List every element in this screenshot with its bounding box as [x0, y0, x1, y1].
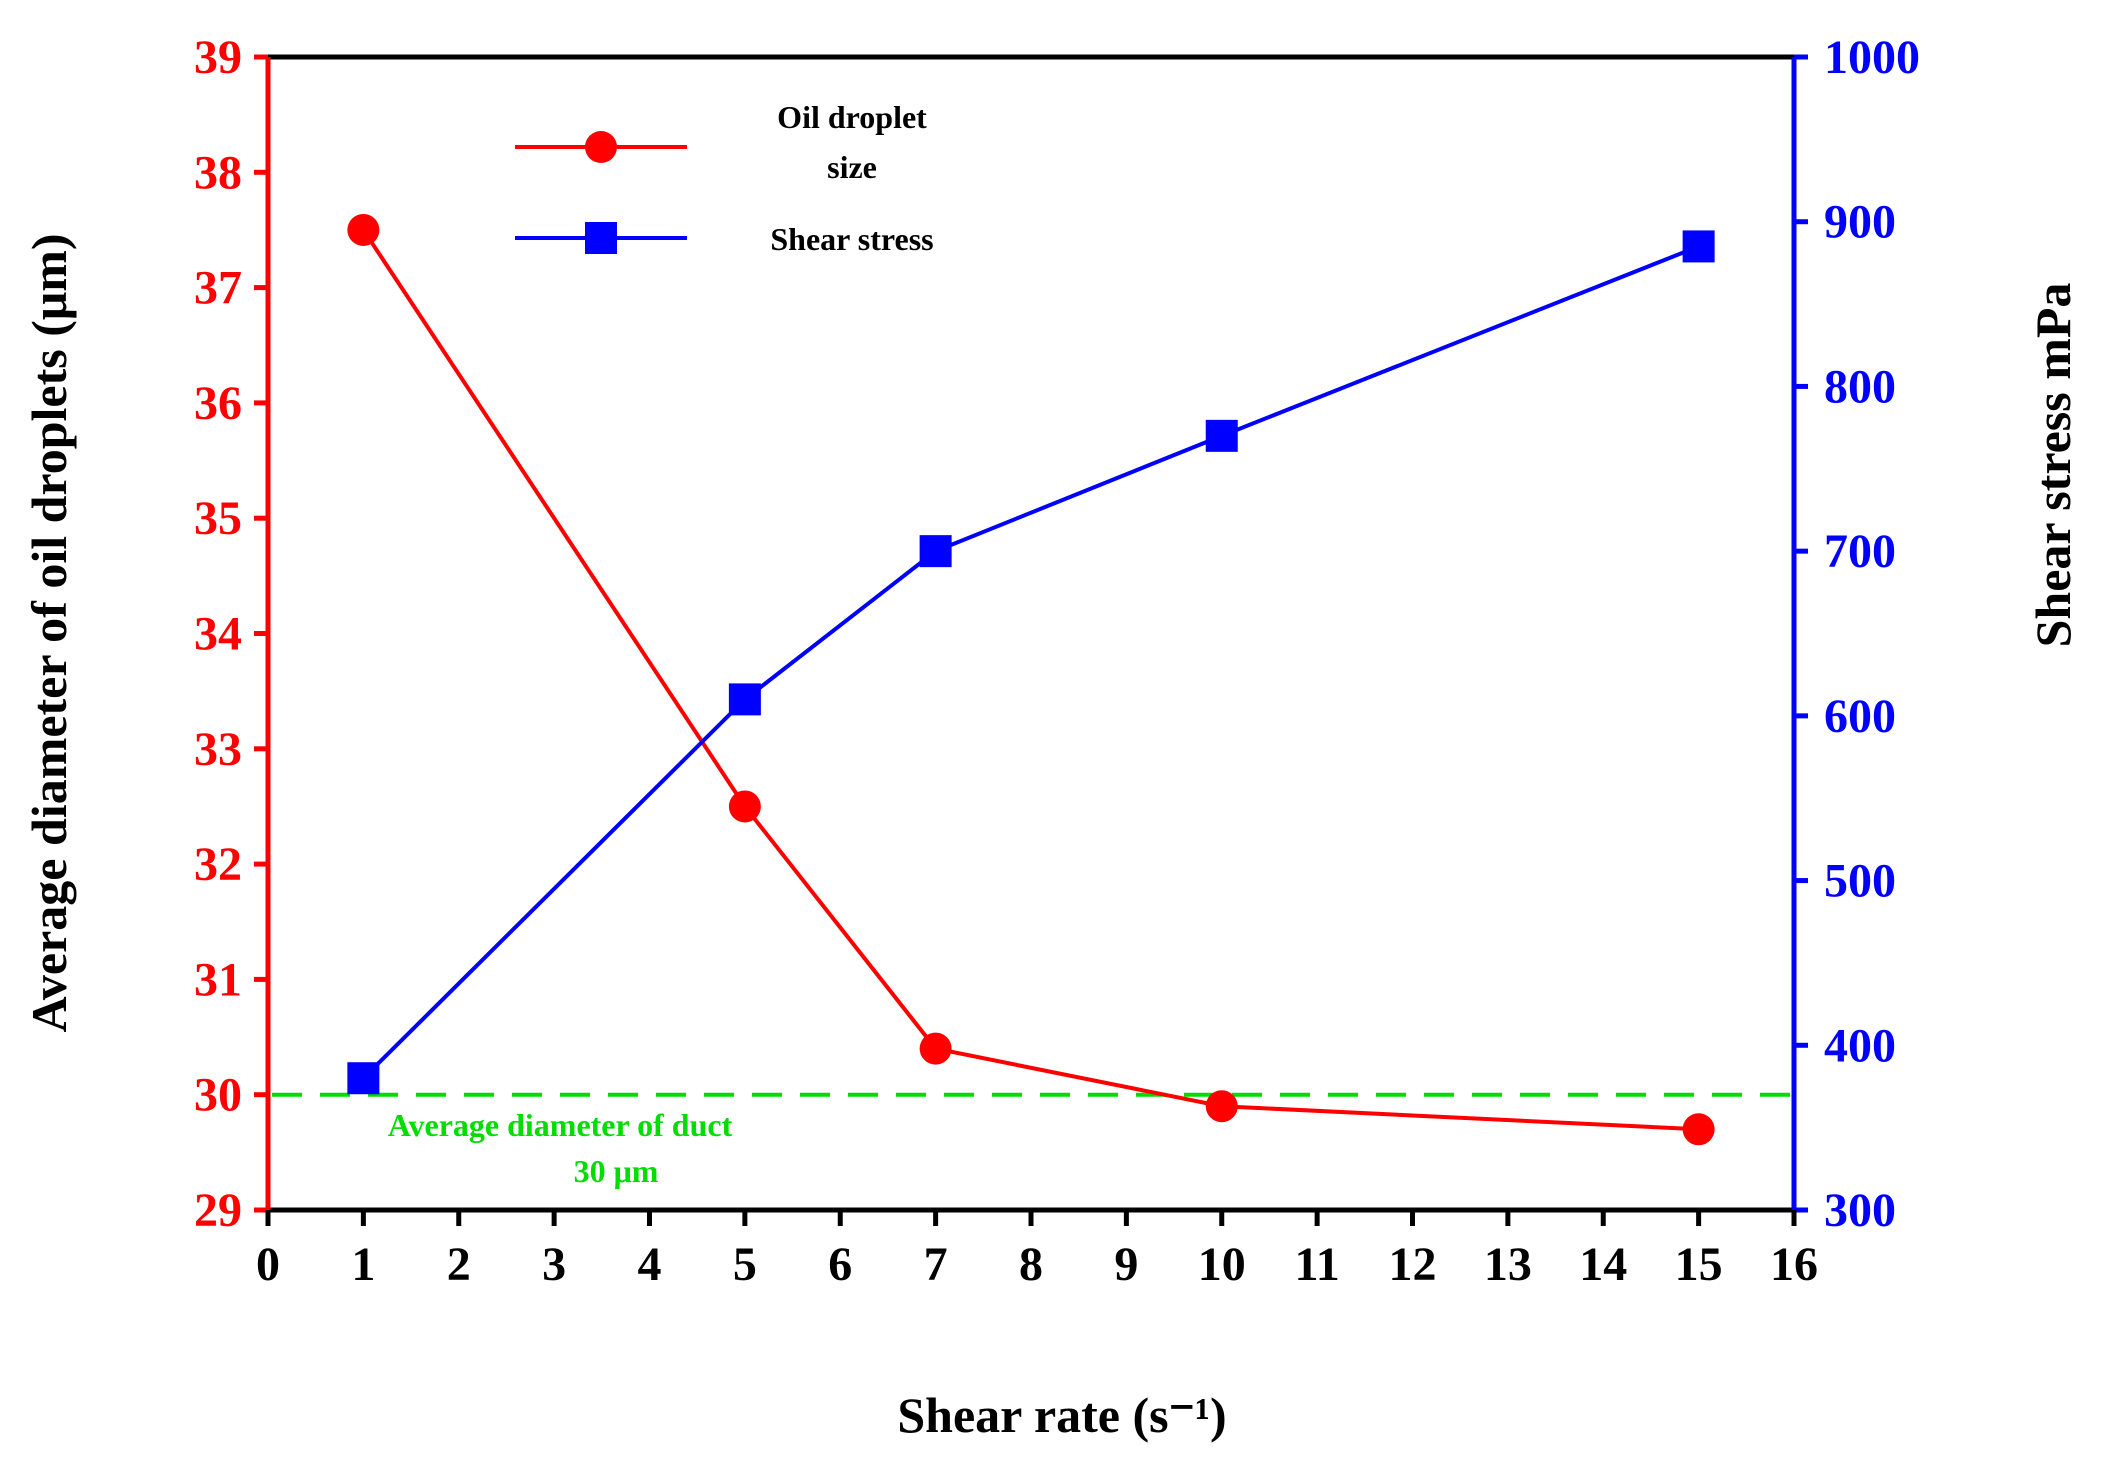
- series-oil-droplet-size-line: [361, 228, 1699, 1132]
- x-tick-label: 14: [1579, 1238, 1627, 1291]
- right-tick-label: 900: [1824, 196, 1896, 249]
- series-markers: [347, 213, 1715, 1146]
- legend-oil-droplet-marker: [585, 131, 617, 163]
- left-tick-label: 32: [194, 838, 242, 891]
- x-tick-label: 9: [1114, 1238, 1138, 1291]
- left-tick-label: 34: [194, 608, 242, 661]
- legend: Oil droplet size Shear stress: [515, 99, 934, 257]
- y-axis-left-title: Average diameter of oil droplets (μm): [21, 234, 77, 1033]
- legend-shear-stress-marker: [585, 222, 617, 254]
- right-tick-label: 700: [1824, 525, 1896, 578]
- reference-label-line2: 30 μm: [574, 1153, 659, 1189]
- right-tick-label: 300: [1824, 1184, 1896, 1237]
- x-tick-label: 12: [1389, 1238, 1437, 1291]
- x-axis-ticks: 0 1 2 3 4 5 6 7 8 9 10 11 12 13 14 15 16: [256, 1210, 1818, 1291]
- left-tick-label: 33: [194, 723, 242, 776]
- x-tick-label: 0: [256, 1238, 280, 1291]
- oil-droplet-point: [919, 1032, 952, 1065]
- legend-oil-droplet-label-line1: Oil droplet: [777, 99, 927, 135]
- shear-stress-point: [1205, 419, 1238, 452]
- left-tick-label: 29: [194, 1184, 242, 1237]
- left-tick-label: 36: [194, 377, 242, 430]
- right-tick-label: 600: [1824, 690, 1896, 743]
- right-tick-label: 500: [1824, 855, 1896, 908]
- x-tick-label: 5: [733, 1238, 757, 1291]
- right-tick-label: 1000: [1824, 31, 1920, 84]
- y-axis-right-title: Shear stress mPa: [2025, 283, 2081, 648]
- shear-stress-point: [919, 535, 952, 568]
- oil-droplet-point: [1205, 1090, 1238, 1123]
- x-tick-label: 4: [638, 1238, 662, 1291]
- oil-droplet-point: [728, 790, 761, 823]
- left-tick-label: 38: [194, 146, 242, 199]
- x-axis-title: Shear rate (s⁻¹): [897, 1387, 1226, 1443]
- oil-droplet-point: [347, 213, 380, 246]
- shear-stress-point: [728, 683, 761, 716]
- legend-shear-stress-label: Shear stress: [770, 221, 933, 257]
- left-tick-label: 39: [194, 31, 242, 84]
- x-tick-label: 16: [1770, 1238, 1818, 1291]
- legend-oil-droplet-label-line2: size: [827, 149, 877, 185]
- right-tick-label: 400: [1824, 1019, 1896, 1072]
- reference-label-line1: Average diameter of duct: [388, 1107, 733, 1143]
- right-axis-ticks: 300 400 500 600 700 800 900 1000: [1794, 31, 1920, 1237]
- series-shear-stress-line: [361, 244, 1700, 1080]
- x-tick-label: 13: [1484, 1238, 1532, 1291]
- x-tick-label: 1: [351, 1238, 375, 1291]
- left-tick-label: 35: [194, 492, 242, 545]
- shear-stress-point: [347, 1062, 380, 1095]
- x-tick-label: 2: [447, 1238, 471, 1291]
- left-tick-label: 37: [194, 262, 242, 315]
- left-tick-label: 30: [194, 1069, 242, 1122]
- x-tick-label: 3: [542, 1238, 566, 1291]
- x-tick-label: 6: [828, 1238, 852, 1291]
- x-tick-label: 10: [1198, 1238, 1246, 1291]
- x-tick-label: 7: [924, 1238, 948, 1291]
- left-tick-label: 31: [194, 953, 242, 1006]
- x-tick-label: 15: [1675, 1238, 1723, 1291]
- left-axis-ticks: 29 30 31 32 33 34 35 36 37 38 39: [194, 31, 268, 1237]
- x-tick-label: 8: [1019, 1238, 1043, 1291]
- shear-stress-point: [1682, 230, 1715, 263]
- right-tick-label: 800: [1824, 360, 1896, 413]
- oil-droplet-point: [1682, 1113, 1715, 1146]
- x-tick-label: 11: [1294, 1238, 1339, 1291]
